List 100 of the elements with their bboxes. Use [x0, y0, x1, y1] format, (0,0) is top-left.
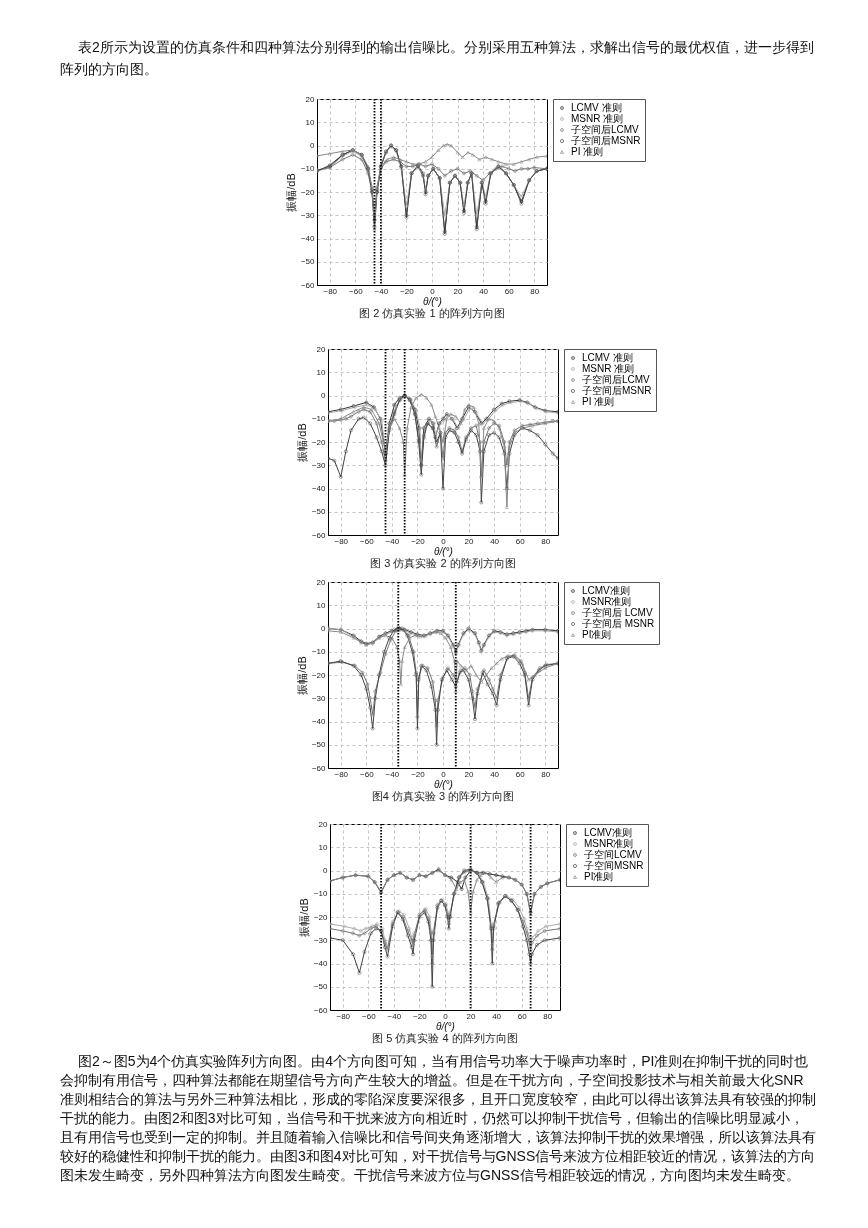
- y-tick-label: −40: [311, 717, 327, 726]
- x-tick-label: −60: [362, 1011, 377, 1021]
- y-tick-label: 10: [316, 600, 327, 610]
- x-tick-label: −20: [411, 769, 426, 779]
- legend-label: 子空间后 MSNR: [582, 618, 655, 629]
- legend-label: LCMV准则: [584, 827, 632, 838]
- y-tick-label: 0: [321, 391, 327, 400]
- x-tick-label: 80: [541, 536, 551, 546]
- y-tick-label: −20: [300, 187, 316, 197]
- y-tick-label: −10: [311, 414, 327, 424]
- legend-label: 子空间MSNR: [584, 860, 644, 871]
- legend-label: MSNR 准则: [582, 363, 635, 374]
- legend-label: 子空间后MSNR: [582, 385, 652, 396]
- y-tick-label: 20: [318, 819, 329, 829]
- x-tick-label: 80: [530, 286, 540, 296]
- y-tick-label: −50: [311, 740, 327, 750]
- text: 图 5 仿真实验 4 的阵列方向图: [372, 1032, 518, 1044]
- x-tick-label: −80: [323, 286, 338, 296]
- y-axis-title: 振幅/dB: [295, 423, 308, 462]
- y-tick-label: −30: [311, 460, 327, 470]
- x-tick-label: −80: [336, 1011, 351, 1021]
- y-tick-label: −50: [313, 982, 329, 992]
- y-tick-label: −30: [311, 693, 327, 703]
- y-tick-label: −50: [300, 257, 316, 267]
- x-tick-label: −20: [400, 286, 415, 296]
- x-tick-label: 20: [464, 769, 475, 779]
- x-axis-title: θ/(°): [423, 295, 442, 307]
- y-tick-label: 20: [316, 577, 327, 587]
- legend-label: MSNR准则: [584, 838, 634, 849]
- x-tick-label: 80: [543, 1011, 553, 1021]
- legend-label: 子空间后 LCMV: [582, 607, 653, 618]
- text: 图 3 仿真实验 2 的阵列方向图: [370, 557, 516, 569]
- y-tick-label: 20: [316, 344, 327, 354]
- y-tick-label: −20: [311, 670, 327, 680]
- y-tick-label: 0: [310, 141, 316, 150]
- x-tick-label: −40: [385, 536, 400, 546]
- y-tick-label: −50: [311, 507, 327, 517]
- caption: 图2～图5为4个仿真实验阵列方向图。由4个方向图可知，当有用信号功率大于噪声功率时，PI准则在抑制干扰的同时也会抑制有用信号，四种算法都能在期望信号方向产生较大的增益。但是在干扰方向，子空间投影技术与相关前最大化SNR准则相结合的算法与另外三种算法相比，形成的零陷深度要深很多，且开口宽度较窄，由此可以得出该算法具有较强的抑制干扰的能力。由图2和图3对比可知，当信号和干扰来波方向相近时，仍然可以抑制干扰信号，但输出的信噪比明显减小，且有用信号也受到一定的抑制。并且随着输入信噪比和信号间夹角逐渐增大，该算法抑制干扰的效果增强，所以该算法具有较好的稳健性和抑制干扰的能力。由图3和图4对比可知，对干扰信号与GNSS信号来波方位相距较近的情况，该算法的方向图未发生畸变，另外四种算法方向图发生畸变。干扰信号来波方位与GNSS信号相距较远的情况，方向图均未发生畸变。: [60, 1052, 816, 1185]
- x-tick-label: 40: [490, 769, 500, 779]
- y-axis-title: 振幅/dB: [284, 173, 297, 212]
- legend-label: LCMV准则: [582, 585, 630, 596]
- y-tick-label: −40: [300, 234, 316, 243]
- x-axis-title: θ/(°): [436, 1020, 455, 1032]
- x-tick-label: −40: [374, 286, 389, 296]
- legend-label: LCMV 准则: [571, 102, 622, 113]
- x-tick-label: −80: [334, 769, 349, 779]
- x-tick-label: −40: [387, 1011, 402, 1021]
- y-axis-title: 振幅/dB: [297, 898, 310, 937]
- x-axis-title: θ/(°): [434, 778, 453, 790]
- legend-label: 子空间后LCMV: [571, 124, 640, 135]
- y-tick-label: 10: [316, 367, 327, 377]
- legend-label: 子空间后MSNR: [571, 135, 641, 146]
- y-tick-label: 10: [318, 842, 329, 852]
- y-tick-label: −30: [313, 935, 329, 945]
- y-tick-label: −10: [313, 889, 329, 899]
- legend-label: LCMV 准则: [582, 352, 633, 363]
- y-axis-title: 振幅/dB: [295, 656, 308, 695]
- y-tick-label: −40: [313, 959, 329, 968]
- x-tick-label: 20: [466, 1011, 477, 1021]
- y-tick-label: −40: [311, 484, 327, 493]
- legend-label: MSNR 准则: [571, 113, 624, 124]
- x-tick-label: 0: [443, 1011, 449, 1021]
- text: 图 2 仿真实验 1 的阵列方向图: [359, 307, 505, 319]
- x-tick-label: 60: [515, 769, 526, 779]
- y-tick-label: −10: [311, 647, 327, 657]
- legend-label: PI 准则: [582, 396, 615, 407]
- x-tick-label: 40: [490, 536, 500, 546]
- x-tick-label: −20: [413, 1011, 428, 1021]
- x-tick-label: 0: [430, 286, 436, 296]
- legend-label: PI 准则: [571, 146, 604, 157]
- x-axis-title: θ/(°): [434, 545, 453, 557]
- legend-label: 子空间后LCMV: [582, 374, 651, 385]
- y-tick-label: −20: [313, 912, 329, 922]
- x-tick-label: −60: [360, 769, 375, 779]
- x-tick-label: 60: [504, 286, 515, 296]
- x-tick-label: 0: [441, 536, 447, 546]
- y-tick-label: 10: [305, 117, 316, 127]
- y-tick-label: −30: [300, 210, 316, 220]
- x-tick-label: 0: [441, 769, 447, 779]
- x-tick-label: −80: [334, 536, 349, 546]
- x-tick-label: 20: [453, 286, 464, 296]
- y-tick-label: 20: [305, 94, 316, 104]
- text: 图4 仿真实验 3 的阵列方向图: [371, 790, 515, 802]
- x-tick-label: 60: [517, 1011, 528, 1021]
- y-tick-label: 0: [321, 624, 327, 633]
- x-tick-label: 80: [541, 769, 551, 779]
- legend-label: PI准则: [584, 871, 614, 882]
- x-tick-label: 40: [479, 286, 489, 296]
- x-tick-label: −40: [385, 769, 400, 779]
- legend-label: MSNR准则: [582, 596, 632, 607]
- text: 表2所示为设置的仿真条件和四种算法分别得到的输出信噪比。分别采用五种算法，求解出信号的最优权值，进一步得到阵列的方向图。: [60, 38, 815, 79]
- x-tick-label: −20: [411, 536, 426, 546]
- x-tick-label: −60: [349, 286, 364, 296]
- x-tick-label: 20: [464, 536, 475, 546]
- y-tick-label: 0: [323, 866, 329, 875]
- x-tick-label: −60: [360, 536, 375, 546]
- y-tick-label: −10: [300, 164, 316, 174]
- legend-label: PI准则: [582, 629, 612, 640]
- y-tick-label: −20: [311, 437, 327, 447]
- x-tick-label: 60: [515, 536, 526, 546]
